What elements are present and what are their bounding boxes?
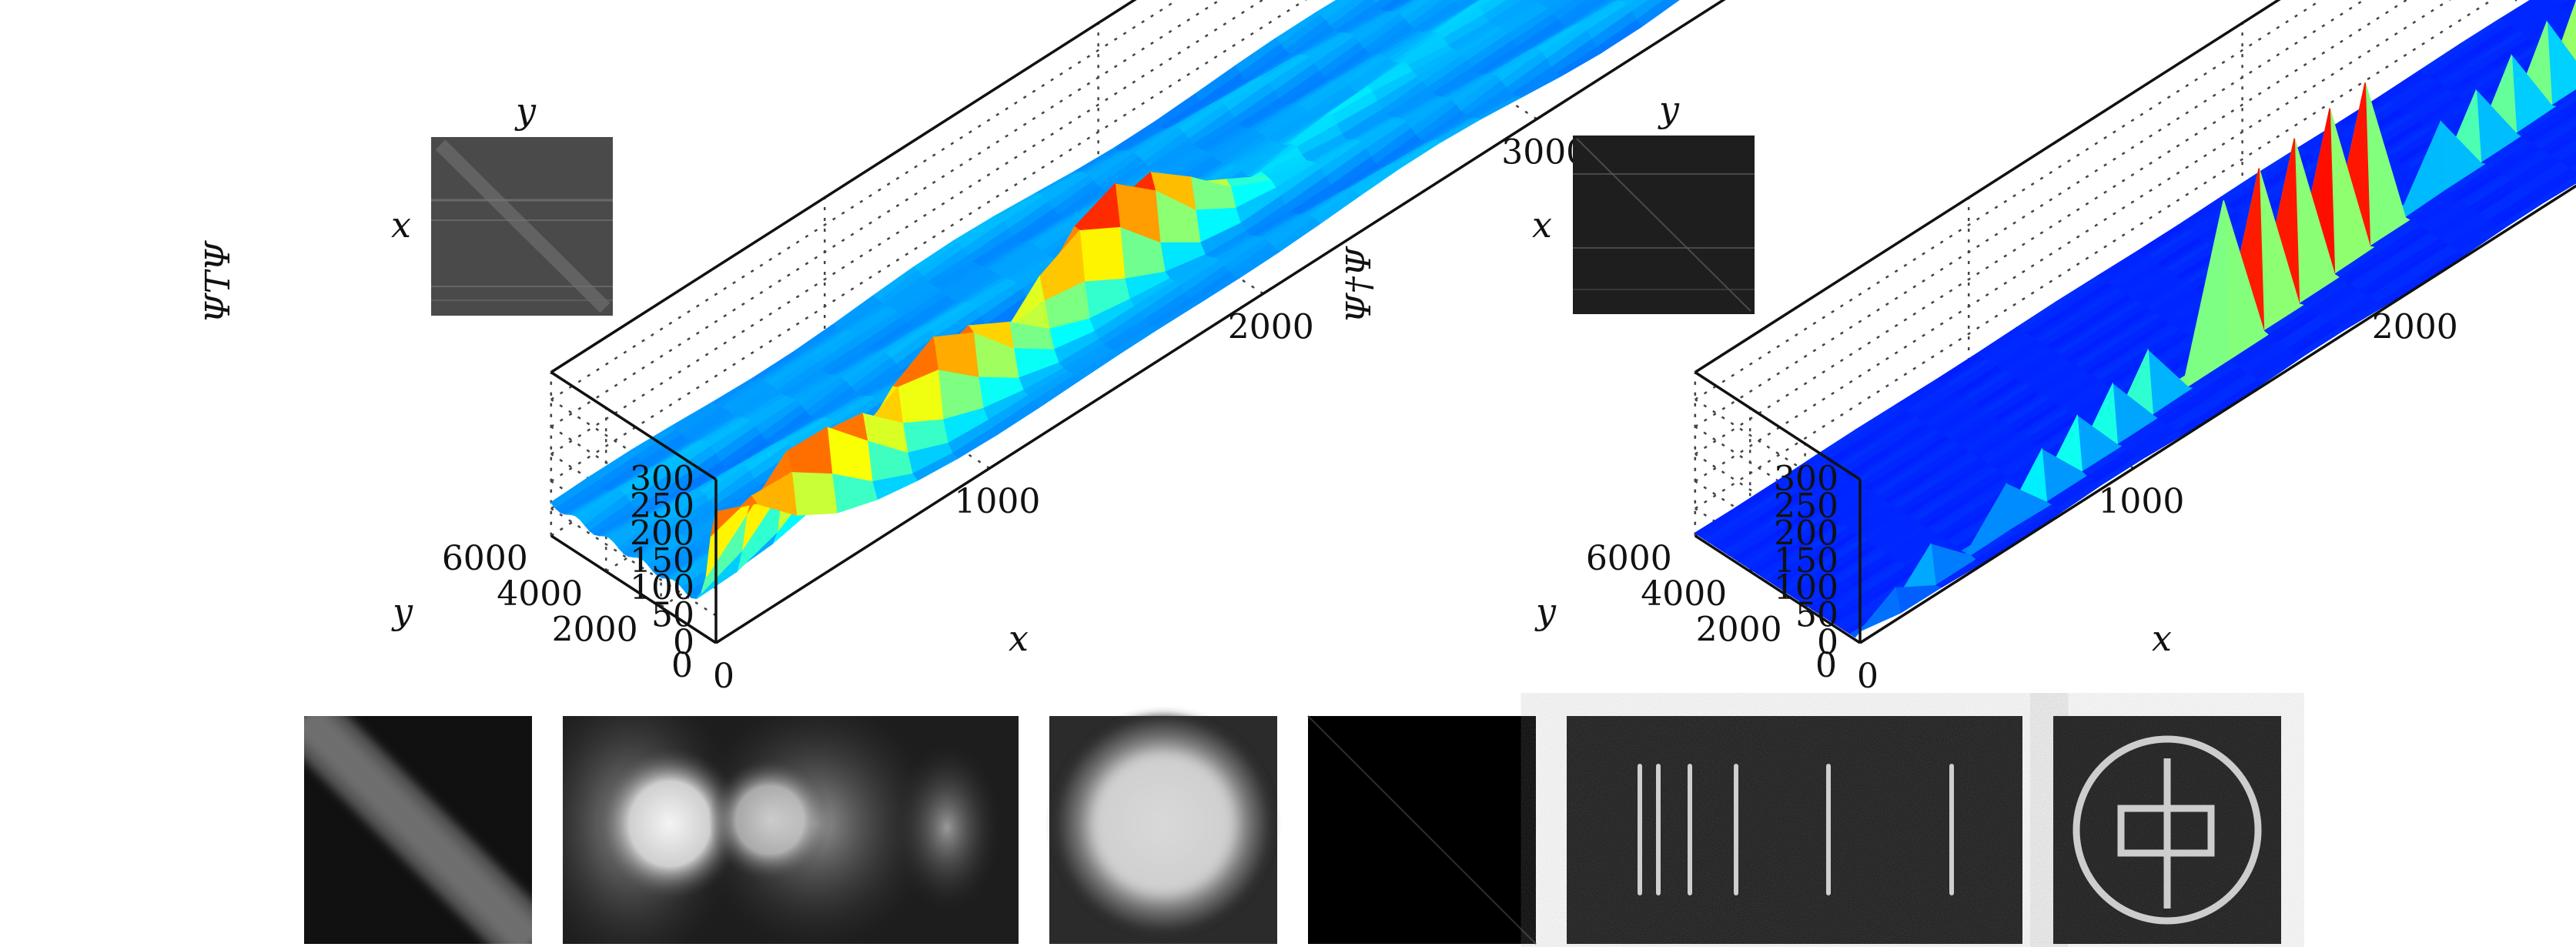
y-axis [1694,534,1861,644]
inset-matrix-left [431,137,613,316]
box-edge [550,371,717,481]
x-tick-label: 2000 [2372,307,2458,346]
z-tick-label: 300 [630,460,694,499]
x-axis [715,0,1726,644]
surface-right [1694,0,2576,638]
y-tick-label: 0 [671,646,693,685]
x-tick-label: 0 [1857,657,1878,696]
grid-line [1694,0,2451,483]
x-tick-label: 1000 [954,482,1040,521]
y-tick-label: 2000 [1696,611,1782,650]
surface-left [550,0,1680,599]
z-tick-label: 50 [1795,596,1838,635]
y-axis-label-left: y [391,591,413,632]
grid-line [550,0,1179,400]
x-tick-label: 1000 [2098,482,2184,521]
x-axis [1859,184,2576,644]
y-tick-label: 6000 [1586,539,1672,578]
thumbnail-bar-pattern [1567,716,2022,944]
grid-line [550,0,1307,483]
x-tick-label: 2000 [1228,307,1314,346]
surface-patch [1079,226,1126,283]
grid-line [550,507,717,617]
z-axis-label-left: ΨTΨ [199,240,238,323]
grid-line [1694,0,2323,400]
grid-line [1694,0,2494,510]
y-tick-label: 0 [1815,646,1837,685]
y-tick-label: 2000 [552,611,638,650]
z-tick-label: 150 [630,541,694,581]
x-axis-label-left: x [1009,617,1029,659]
inset-x-label-left: x [391,204,411,246]
surface-patch [791,472,838,516]
grid-line [1694,0,2409,455]
axes-left: 0501001502002503000100020003000400050000… [442,0,1726,696]
surface-patch [1895,584,1942,614]
thumbnail-diagonal-line [1307,715,1537,945]
z-tick-label: 250 [630,487,694,526]
z-tick-label: 0 [1817,623,1838,662]
box-edge [1694,0,2281,373]
z-tick-label: 150 [1774,541,1838,581]
inset-x-label-right: x [1532,204,1552,246]
grid-line [550,0,1265,455]
z-tick-label: 0 [673,623,694,662]
y-axis-label-right: y [1534,591,1557,632]
x-axis-label-right: x [2152,617,2172,659]
z-tick-label: 250 [1774,487,1838,526]
inset-y-label-left: y [514,90,537,132]
surface-patch [710,495,758,537]
y-tick-label: 6000 [442,539,528,578]
z-axis-label-right: Ψ†Ψ [1340,246,1379,323]
z-tick-label: 300 [1774,460,1838,499]
z-tick-label: 200 [630,514,694,553]
thumbnail-diagonal-band [304,716,532,944]
z-tick-label: 100 [630,568,694,607]
axes-right: 0501001502002503000100020003000400050000… [1586,0,2576,696]
y-tick-label: 4000 [497,574,583,614]
z-tick-label: 200 [1774,514,1838,553]
box-edge [550,0,1137,373]
thumbnail-strip [304,715,2281,945]
inset-y-label-right: y [1658,89,1680,130]
grid-line [1694,0,2366,428]
surface-plot-left: 0501001502002503000100020003000400050000… [199,0,1726,696]
surface-plot-right: 0501001502002503000100020003000400050000… [1340,0,2576,696]
box-edge [1694,371,1861,481]
thumbnail-emblem [2053,716,2281,944]
x-tick-label: 0 [713,657,734,696]
grid-line [550,0,1222,428]
y-axis [550,534,717,644]
y-tick-label: 4000 [1641,574,1727,614]
thumbnail-blurred-disk [1049,716,1277,944]
z-tick-label: 100 [1774,568,1838,607]
inset-matrix-right [1573,136,1755,314]
z-tick-label: 50 [651,596,694,635]
thumbnail-blurred-blobs [563,716,1019,944]
surface-patch [1855,587,1902,637]
